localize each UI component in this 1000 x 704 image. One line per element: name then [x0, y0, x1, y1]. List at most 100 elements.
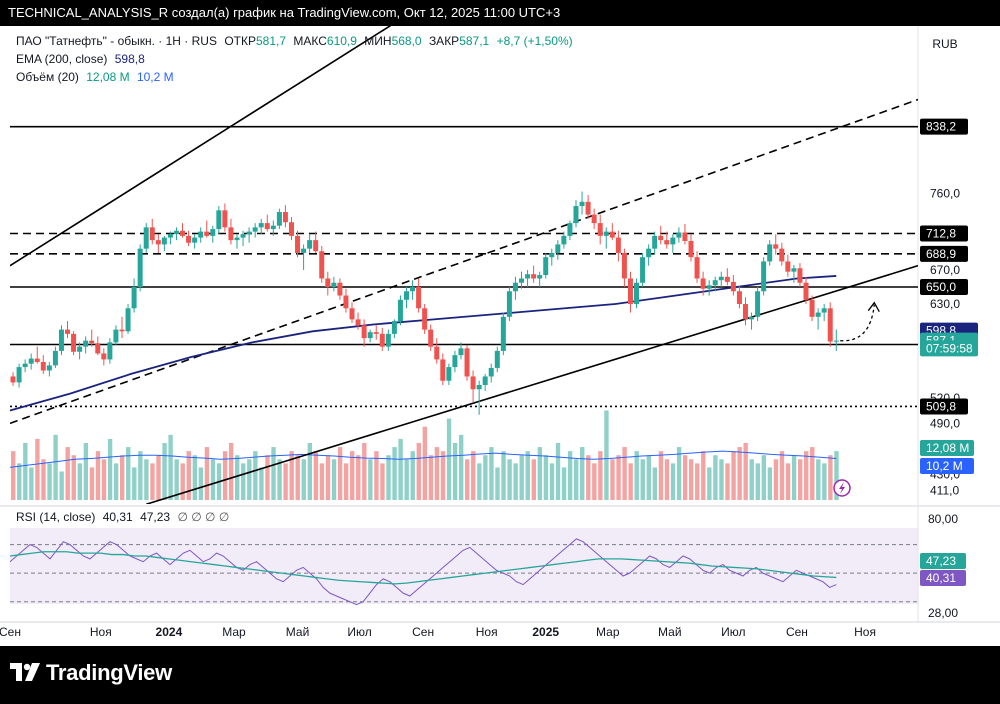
volume-bar: [580, 447, 585, 500]
volume-bar: [513, 463, 518, 500]
volume-bar: [41, 459, 46, 500]
volume-bar: [174, 459, 179, 500]
volume-bar: [192, 455, 198, 500]
candle-body: [488, 367, 494, 377]
tradingview-logo[interactable]: TradingView: [10, 660, 172, 686]
volume-bar: [65, 447, 70, 500]
symbol-label: ПАО "Татнефть" - обыкн. · 1Н · RUS: [16, 34, 217, 48]
volume-bar: [180, 463, 185, 500]
candle-body: [621, 252, 627, 279]
volume-bar: [356, 455, 361, 500]
volume-bar: [465, 459, 470, 500]
candle-body: [706, 285, 712, 289]
volume-bar: [138, 451, 143, 500]
candle-body: [22, 363, 28, 368]
volume-bar: [725, 463, 730, 500]
volume-bar: [573, 459, 579, 500]
candle-body: [809, 299, 815, 317]
candle-body: [446, 367, 452, 381]
trend-line: [10, 26, 392, 267]
volume-bar: [428, 455, 434, 500]
volume-bar: [471, 451, 476, 500]
volume-bar: [676, 447, 682, 500]
rsi-na-values: ∅ ∅ ∅ ∅: [177, 510, 230, 524]
rsi-value-1: 40,31: [102, 510, 133, 524]
candle-body: [361, 325, 367, 339]
volume-bar: [107, 438, 113, 500]
candle-body: [186, 235, 192, 243]
ema-200-line: [9, 275, 837, 412]
volume-bar: [507, 459, 512, 500]
volume-bar: [634, 451, 639, 500]
volume-bar: [374, 451, 379, 500]
volume-bar: [319, 463, 325, 500]
volume-bar: [719, 459, 724, 500]
candle-body: [77, 346, 83, 352]
candle-body: [240, 234, 246, 238]
price-tick-label: 411,0: [930, 484, 959, 498]
volume-bar: [77, 463, 82, 500]
candle-body: [827, 308, 833, 342]
candle-body: [149, 227, 155, 241]
volume-bar: [271, 447, 276, 500]
volume-bar: [89, 467, 95, 500]
candle-body: [34, 358, 40, 362]
candle-body: [500, 316, 506, 351]
rsi-tick-label: 28,00: [928, 606, 958, 620]
volume-bar: [689, 459, 694, 500]
candle-body: [785, 261, 791, 272]
volume-bar: [368, 459, 373, 500]
candle-body: [494, 350, 500, 368]
candle-body: [270, 225, 276, 230]
candle-body: [264, 223, 270, 230]
level-label-box: [920, 245, 968, 262]
time-axis-label: Май: [658, 625, 682, 639]
volume-bar: [126, 447, 131, 500]
candle-body: [385, 333, 391, 347]
candle-body: [761, 261, 767, 292]
page-footer: TradingView: [0, 646, 1000, 704]
volume-bar: [773, 459, 779, 500]
change-value: +8,7 (+1,50%): [496, 34, 573, 48]
price-chart-svg[interactable]: RUB760,0670,0630,0520,0490,0460,0430,041…: [0, 26, 1000, 646]
trend-line: [10, 98, 918, 425]
volume-bar: [35, 438, 40, 500]
candle-body: [355, 319, 361, 326]
candle-body: [452, 355, 458, 368]
candle-body: [143, 227, 149, 249]
candle-body: [718, 276, 724, 281]
volume-bar: [555, 443, 561, 500]
candle-body: [307, 240, 313, 249]
time-axis-label: Ноя: [854, 625, 876, 639]
volume-bar: [701, 451, 706, 500]
rsi-label-box: [920, 570, 966, 586]
level-label-text: 509,8: [926, 399, 956, 413]
candle-body: [422, 308, 428, 330]
high-value: 610,9: [326, 34, 357, 48]
level-label-box: [920, 118, 968, 135]
forecast-arrow: [840, 304, 875, 342]
candle-body: [767, 244, 773, 262]
time-axis-label: 2024: [156, 625, 183, 639]
level-label-box: [920, 225, 968, 242]
volume-bar: [616, 455, 621, 500]
rsi-label-box: [920, 553, 966, 569]
ema-value: 598,8: [114, 52, 145, 66]
candle-body: [779, 248, 785, 262]
low-label: МИН: [364, 34, 392, 48]
volume-bar: [567, 451, 573, 500]
volume-bar: [743, 443, 748, 500]
header-title: TECHNICAL_ANALYSIS_R создал(а) график на…: [8, 5, 561, 20]
candle-body: [579, 201, 585, 207]
close-value: 587,1: [459, 34, 490, 48]
level-label-text: 650,0: [926, 280, 956, 294]
candle-body: [458, 348, 464, 356]
volume-bar: [640, 459, 645, 500]
candle-body: [646, 248, 652, 258]
price-label-text: 07:59:58: [926, 341, 973, 355]
volume-bar: [259, 467, 264, 500]
chart-area[interactable]: RUB760,0670,0630,0520,0490,0460,0430,041…: [0, 26, 1000, 646]
volume-bar: [247, 459, 252, 500]
tradingview-brand-text: TradingView: [46, 660, 172, 685]
volume-bar: [543, 455, 549, 500]
